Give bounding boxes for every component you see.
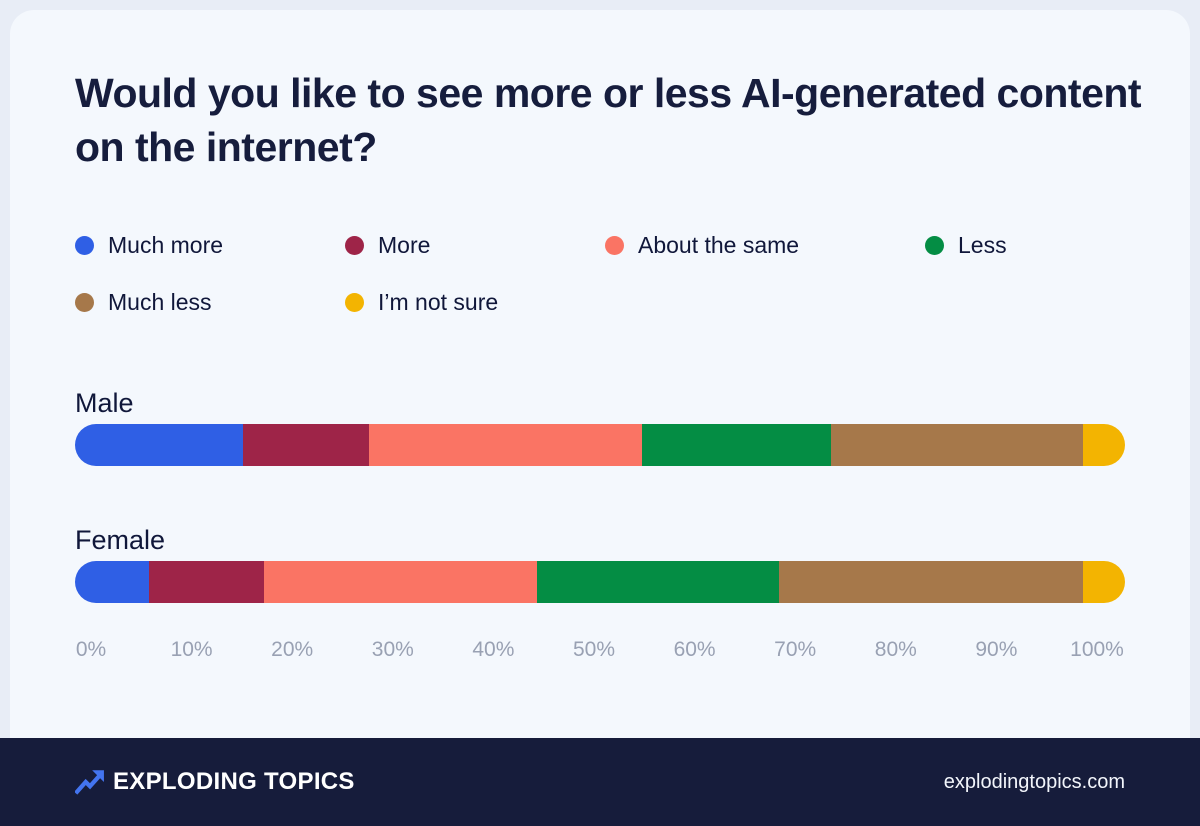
legend-label: About the same xyxy=(638,232,800,258)
legend-item-4: Much less xyxy=(75,289,345,316)
x-axis-tick-7: 70% xyxy=(774,638,817,661)
legend-dot-icon xyxy=(605,236,624,255)
chart-title: Would you like to see more or less AI-ge… xyxy=(75,70,1142,170)
bar-segment-female-4 xyxy=(778,561,1083,603)
footer-bar: EXPLODING TOPICS explodingtopics.com xyxy=(0,738,1200,826)
x-axis: 0% 10% 20% 30% 40% 50% 60% 70% 80% 90% 100% xyxy=(75,638,1124,668)
legend-item-2: About the same xyxy=(605,232,925,259)
legend-item-0: Much more xyxy=(75,232,345,259)
trending-up-arrow-icon xyxy=(75,770,104,795)
bar-segment-male-2 xyxy=(369,424,642,466)
bar-segment-male-4 xyxy=(831,424,1083,466)
bar-segment-male-0 xyxy=(75,424,243,466)
x-axis-tick-2: 20% xyxy=(271,638,314,661)
bar-segment-female-5 xyxy=(1083,561,1125,603)
legend-dot-icon xyxy=(75,293,94,312)
legend-item-1: More xyxy=(345,232,605,259)
legend-dot-icon xyxy=(345,293,364,312)
bar-segment-female-1 xyxy=(148,561,264,603)
legend-item-5: I’m not sure xyxy=(345,289,605,316)
x-axis-tick-9: 90% xyxy=(975,638,1018,661)
x-axis-tick-10: 100% xyxy=(1070,638,1124,661)
bar-segment-female-0 xyxy=(75,561,149,603)
x-axis-tick-4: 40% xyxy=(472,638,515,661)
bar-segment-female-3 xyxy=(537,561,779,603)
category-label-female: Female xyxy=(75,525,166,555)
x-axis-tick-3: 30% xyxy=(371,638,414,661)
x-axis-tick-8: 80% xyxy=(874,638,917,661)
legend-label: Much more xyxy=(108,232,224,258)
legend-label: Less xyxy=(958,232,1007,258)
bar-segment-male-1 xyxy=(243,424,369,466)
legend-label: Much less xyxy=(108,289,212,315)
x-axis-tick-5: 50% xyxy=(572,638,616,661)
legend-label: I’m not sure xyxy=(378,289,499,315)
stacked-bar-male xyxy=(75,424,1125,466)
x-axis-tick-1: 10% xyxy=(170,638,213,661)
legend-dot-icon xyxy=(75,236,94,255)
brand-name: EXPLODING TOPICS xyxy=(113,768,355,795)
footer-website: explodingtopics.com xyxy=(943,770,1125,793)
legend-dot-icon xyxy=(345,236,364,255)
bar-segment-male-5 xyxy=(1083,424,1125,466)
legend-item-3: Less xyxy=(925,232,1150,259)
x-axis-tick-6: 60% xyxy=(673,638,716,661)
bar-segment-male-3 xyxy=(642,424,831,466)
legend-dot-icon xyxy=(925,236,944,255)
category-label-male: Male xyxy=(75,388,134,418)
legend-label: More xyxy=(378,232,431,258)
brand-logo: EXPLODING TOPICS xyxy=(75,768,355,796)
chart-legend: Much more More About the same Less Much less… xyxy=(75,232,1150,316)
bar-segment-female-2 xyxy=(264,561,537,603)
stacked-bar-female xyxy=(75,561,1125,603)
x-axis-tick-0: 0% xyxy=(75,638,107,661)
chart-card: Would you like to see more or less AI-ge… xyxy=(10,10,1190,738)
